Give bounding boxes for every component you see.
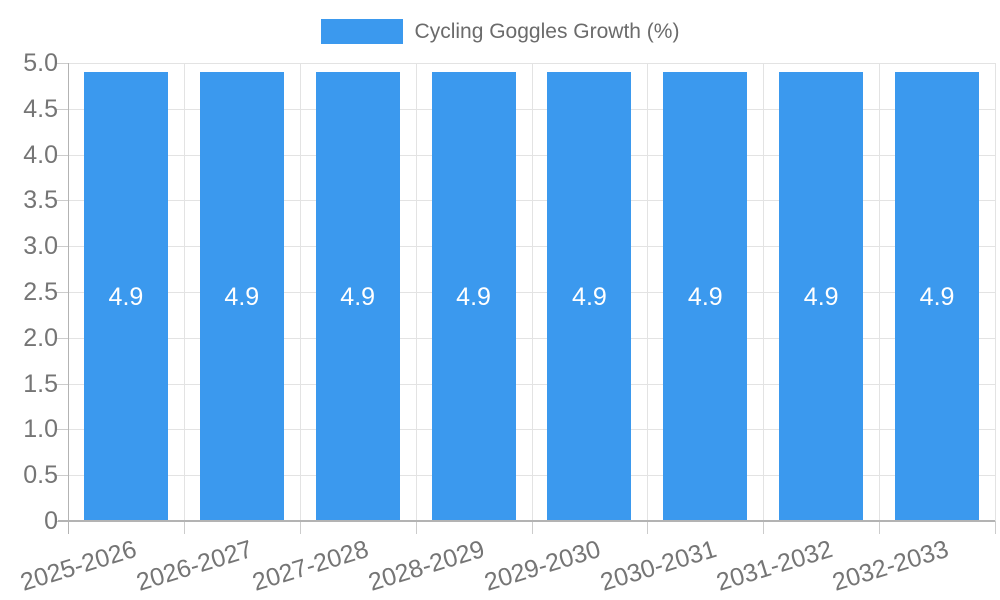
y-tick-mark <box>56 154 68 156</box>
x-tick-label: 2027-2028 <box>249 535 372 597</box>
bar-value-label: 4.9 <box>224 282 260 311</box>
x-gridline <box>995 63 996 521</box>
x-gridline <box>531 63 533 521</box>
x-tick-label: 2031-2032 <box>712 535 836 597</box>
y-axis-line <box>68 63 69 521</box>
x-tick-label: 2025-2026 <box>17 535 141 597</box>
bar <box>199 72 284 521</box>
chart-legend[interactable]: Cycling Goggles Growth (%) <box>0 19 1000 44</box>
y-tick-mark <box>56 429 68 431</box>
bar <box>663 72 748 521</box>
bar-value-label: 4.9 <box>340 282 376 311</box>
x-tick-mark <box>183 521 185 534</box>
bar <box>895 72 980 521</box>
y-tick-label: 4.5 <box>23 94 58 123</box>
x-tick-label: 2028-2029 <box>365 535 488 597</box>
y-tick-label: 4.0 <box>23 140 58 169</box>
y-tick-label: 3.5 <box>23 186 58 215</box>
x-tick-label: 2029-2030 <box>481 535 604 597</box>
bar <box>315 72 400 521</box>
bar <box>779 72 864 521</box>
y-tick-mark <box>56 108 68 110</box>
y-tick-label: 2.5 <box>23 278 58 306</box>
bar-value-label: 4.9 <box>108 282 144 311</box>
x-gridline <box>415 63 417 521</box>
x-gridline <box>647 63 649 521</box>
x-tick-label: 2026-2027 <box>133 535 256 597</box>
x-gridline <box>299 63 301 521</box>
y-tick-mark <box>56 383 68 385</box>
x-tick-mark <box>299 521 301 534</box>
x-gridline <box>763 63 765 521</box>
y-tick-mark <box>56 337 68 339</box>
y-tick-mark <box>56 63 68 64</box>
x-tick-label: 2030-2031 <box>596 535 720 597</box>
x-tick-mark <box>531 521 533 534</box>
bar-value-label: 4.9 <box>919 282 955 311</box>
legend-swatch-icon <box>320 19 403 44</box>
y-tick-label: 1.0 <box>23 415 58 444</box>
y-tick-label: 3.0 <box>23 232 58 261</box>
bar-value-label: 4.9 <box>572 282 607 311</box>
x-tick-mark <box>995 521 996 534</box>
x-tick-mark <box>68 521 69 534</box>
legend-label: Cycling Goggles Growth (%) <box>414 20 680 43</box>
bar-value-label: 4.9 <box>456 282 491 311</box>
x-tick-mark <box>763 521 765 534</box>
x-gridline <box>879 63 881 521</box>
bar-value-label: 4.9 <box>687 282 723 311</box>
x-axis-line <box>58 520 995 522</box>
x-tick-mark <box>415 521 417 534</box>
bar <box>83 72 168 521</box>
bar <box>547 72 632 521</box>
y-tick-label: 5.0 <box>23 49 58 77</box>
y-tick-mark <box>56 246 68 248</box>
x-tick-label: 2032-2033 <box>828 535 952 597</box>
x-tick-mark <box>647 521 649 534</box>
y-tick-label: 1.5 <box>23 369 58 398</box>
y-tick-label: 0.5 <box>23 461 58 490</box>
x-tick-mark <box>879 521 881 534</box>
y-tick-label: 0 <box>44 507 58 535</box>
x-gridline <box>183 63 185 521</box>
y-tick-mark <box>56 200 68 202</box>
y-tick-mark <box>56 475 68 477</box>
bar-value-label: 4.9 <box>803 282 839 311</box>
y-tick-mark <box>56 292 68 293</box>
y-tick-label: 2.0 <box>23 323 58 352</box>
bar <box>431 72 516 521</box>
